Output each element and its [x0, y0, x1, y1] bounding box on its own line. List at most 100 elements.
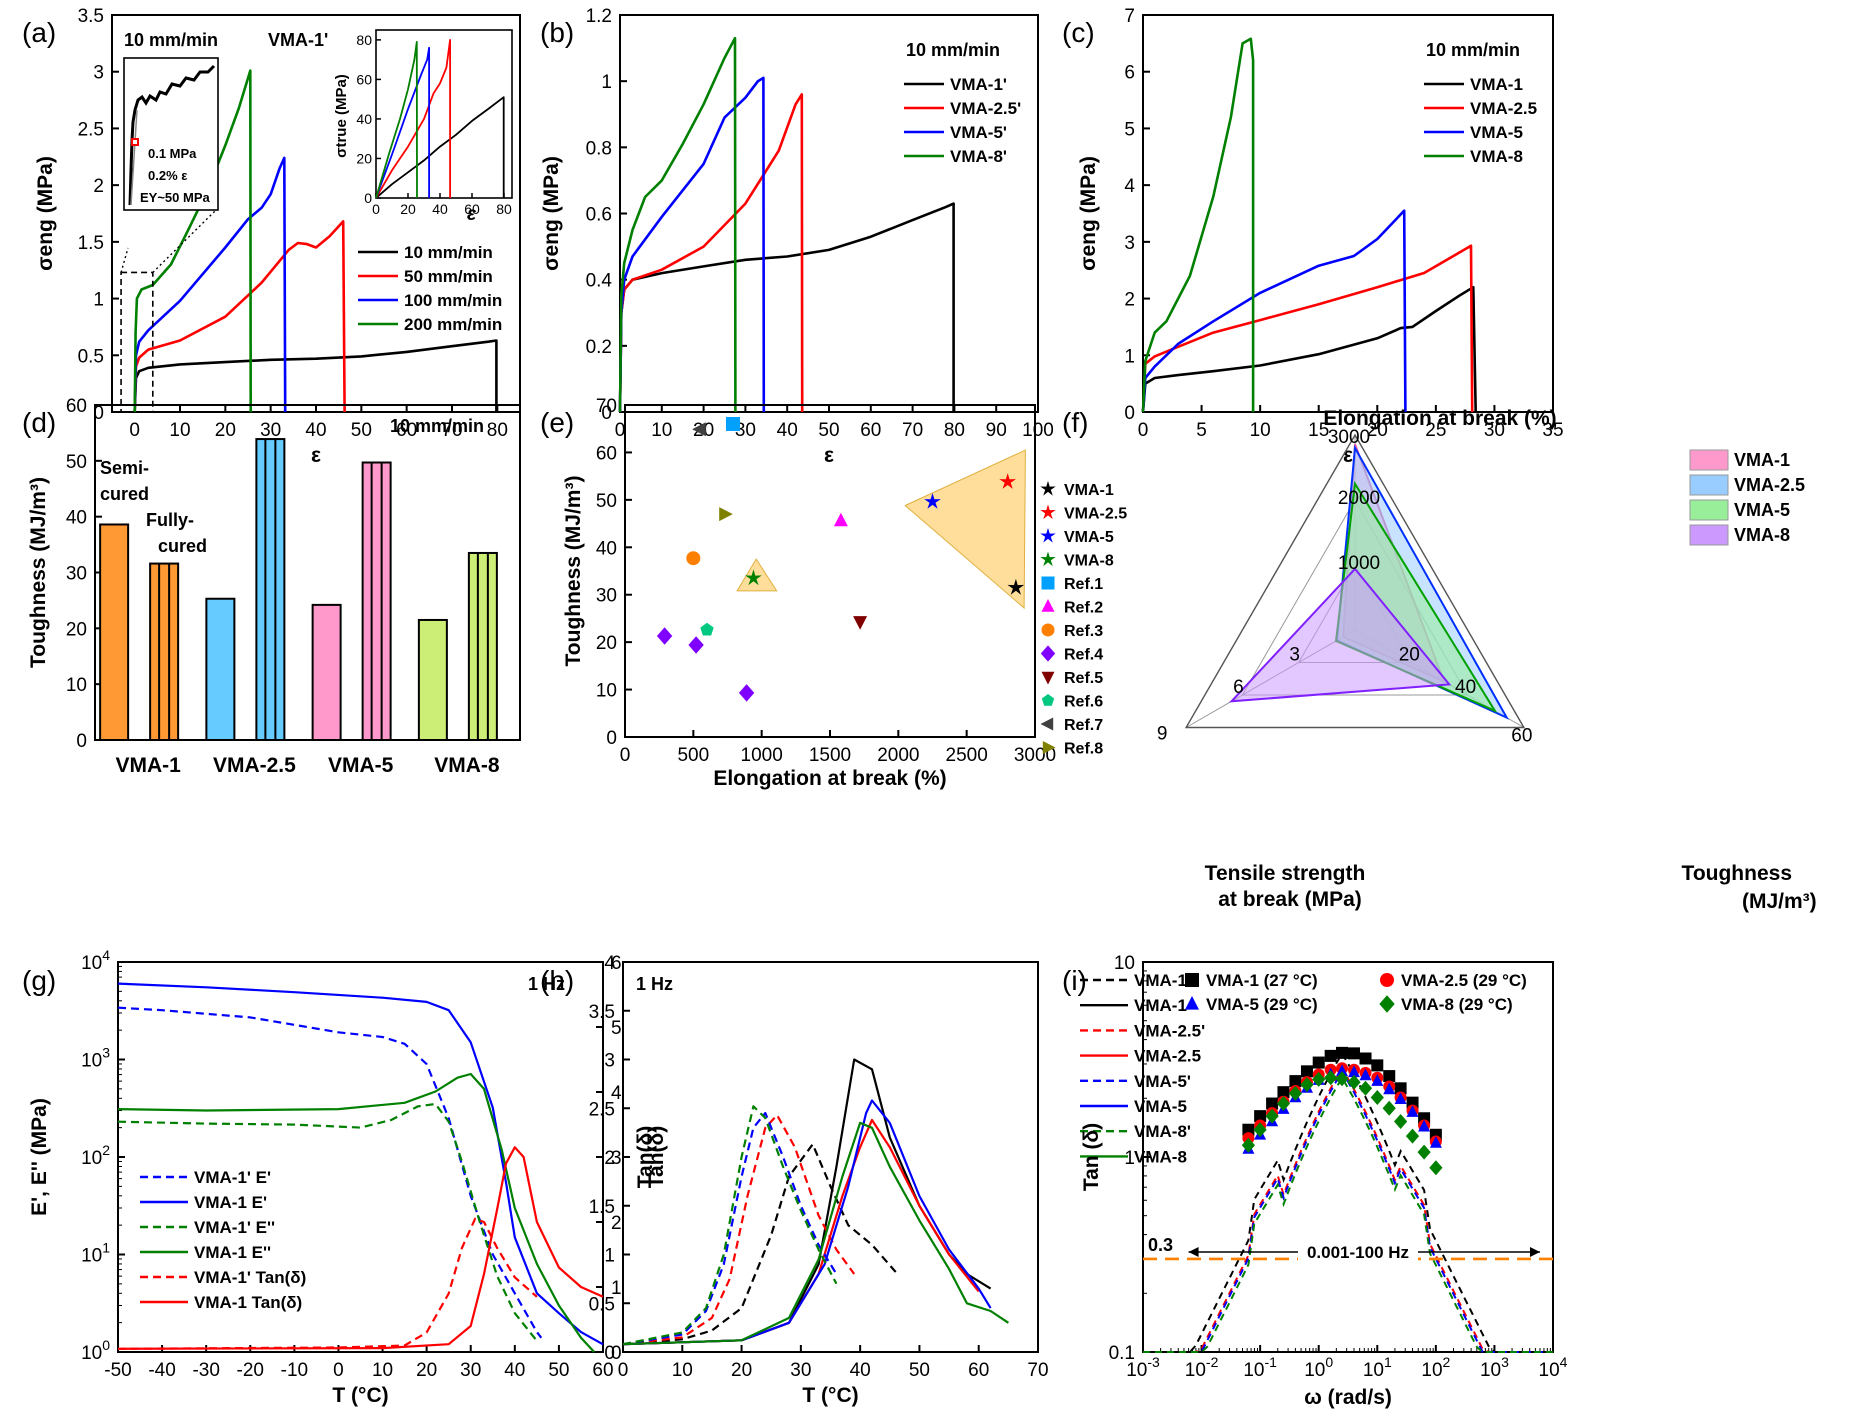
y-tick-label: 101: [81, 1240, 110, 1267]
y-tick-label: 0.8: [586, 138, 612, 159]
yield-marker: [131, 138, 139, 146]
inset-x-tick-label: 20: [400, 201, 416, 217]
legend-label: 10 mm/min: [404, 243, 493, 262]
zoom-connector: [152, 209, 217, 273]
x-tick-label: 10: [169, 420, 190, 441]
x-tick-label: 5: [1196, 420, 1207, 441]
inset-x-tick-label: 80: [496, 201, 512, 217]
y-tick-label: 2: [604, 1148, 615, 1169]
y2-tick-label: 4: [611, 1083, 622, 1104]
x-tick-label: 10: [1250, 420, 1271, 441]
legend-label: VMA-5: [1734, 500, 1790, 520]
legend-swatch: [1689, 474, 1729, 496]
scatter-point-Ref.4: [656, 627, 673, 645]
legend-marker: [1380, 973, 1394, 987]
legend-label: VMA-1: [1134, 996, 1187, 1015]
range-label: 0.001-100 Hz: [1307, 1243, 1409, 1262]
y-tick-label: 0.1: [1109, 1343, 1135, 1364]
radar-tick-label: 6: [1233, 677, 1244, 698]
bar-semi: [99, 523, 130, 741]
y-axis-label: Tan (δ): [1080, 1123, 1103, 1191]
x-tick-label: 30: [1484, 420, 1505, 441]
x-tick-label: 1500: [809, 745, 851, 766]
y2-tick-label: 2: [611, 1213, 622, 1234]
legend-marker: [1041, 694, 1055, 706]
scatter-point-VMA-2.5: [999, 473, 1016, 489]
y2-tick-label: 3: [611, 1148, 622, 1169]
legend-label: VMA-2.5: [1134, 1047, 1201, 1066]
series-line-2: [375, 46, 431, 199]
series-line-VMA-1' Tan(δ): [117, 1217, 538, 1350]
legend-marker: [1185, 996, 1199, 1010]
panel-label: (f): [1062, 407, 1088, 438]
semi-label: cured: [100, 484, 149, 504]
x-tick-label: -20: [237, 1360, 264, 1381]
panel-b: 010203040506070809010000.20.40.60.811.2ε…: [540, 6, 1054, 467]
y-tick-label: 104: [81, 947, 110, 974]
data-point-VMA-5 (29 °C): [1418, 1119, 1431, 1132]
y-tick-label: 6: [1124, 63, 1135, 84]
y2-tick-label: 5: [611, 1018, 622, 1039]
legend-label: VMA-1': [950, 75, 1007, 94]
legend-marker: [1041, 599, 1055, 612]
series-line-VMA-1' E': [117, 1006, 543, 1339]
legend-marker: [1041, 671, 1055, 685]
bar-semi: [205, 597, 236, 741]
legend-label: VMA-2.5': [1134, 1021, 1205, 1040]
radar-axis-label: Tensile strength: [1205, 862, 1366, 885]
legend-title: 10 mm/min: [906, 40, 1000, 60]
legend-label: VMA-1: [1734, 450, 1790, 470]
zoom-box: [120, 271, 154, 413]
series-line-VMA-2.5: [1141, 244, 1474, 413]
x-tick-label: 10: [651, 420, 672, 441]
data-point-VMA-1 (27 °C): [1254, 1110, 1267, 1123]
data-point-VMA-1 (27 °C): [1394, 1082, 1407, 1095]
data-point-VMA-8 (29 °C): [1276, 1096, 1291, 1111]
x-tick-label: 40: [305, 420, 326, 441]
radar-tick-label: 3: [1289, 645, 1300, 666]
legend-label: Ref.4: [1064, 647, 1103, 664]
y-tick-label: 2.5: [78, 119, 104, 140]
x-tick-label: 60: [396, 420, 417, 441]
y-tick-label: 0: [1124, 403, 1135, 424]
data-point-VMA-8 (29 °C): [1324, 1070, 1338, 1086]
category-label: VMA-8: [434, 754, 500, 777]
x-axis-label: T (°C): [802, 1384, 858, 1407]
data-point-VMA-8 (29 °C): [1405, 1128, 1420, 1144]
x-tick-label: 500: [677, 745, 709, 766]
series-line-VMA-1' E'': [117, 1102, 538, 1342]
category-label: VMA-1: [115, 754, 181, 777]
y-axis-label: σeng (MPa): [34, 156, 57, 271]
legend-marker: [1040, 480, 1056, 496]
scatter-point-Ref.3: [686, 551, 701, 566]
series-line-VMA-1': [622, 1143, 897, 1346]
legend-label: VMA-5 (29 °C): [1206, 995, 1318, 1014]
legend-marker: [1040, 645, 1056, 662]
series-line-0: [375, 96, 505, 199]
inset-note: EY~50 MPa: [140, 190, 211, 205]
y-axis-label: E', E'' (MPa): [28, 1098, 51, 1216]
y-tick-label: 30: [596, 586, 617, 607]
y-axis-label: σeng (MPa): [540, 156, 563, 271]
x-axis-label: ω (rad/s): [1304, 1386, 1392, 1409]
legend-label: VMA-1 Tan(δ): [194, 1293, 302, 1312]
data-point-VMA-1 (27 °C): [1359, 1052, 1372, 1065]
x-tick-label: -10: [281, 1360, 308, 1381]
panel-label: (c): [1062, 17, 1095, 48]
x-tick-label: 20: [416, 1360, 437, 1381]
y-tick-label: 0.4: [586, 271, 613, 292]
inset-x-label: ε: [467, 204, 477, 225]
series-line-VMA-8: [622, 1121, 1010, 1346]
scatter-point-Ref.4: [688, 636, 704, 654]
y-tick-label: 0: [604, 1343, 615, 1364]
y-tick-label: 0.5: [589, 1294, 615, 1315]
series-line-VMA-1: [1141, 285, 1477, 413]
data-point-VMA-5 (29 °C): [1359, 1068, 1372, 1081]
data-point-VMA-1 (27 °C): [1383, 1070, 1396, 1083]
zoom-inset-curve: [128, 64, 216, 206]
x-tick-label: 50: [909, 1360, 930, 1381]
y-axis-label: σeng (MPa): [1077, 156, 1100, 271]
legend-swatch: [1689, 524, 1729, 546]
panel-g: -50 -40 -30 -20 -10 0 10 20 30 40 50 60100101102103…: [22, 947, 657, 1407]
